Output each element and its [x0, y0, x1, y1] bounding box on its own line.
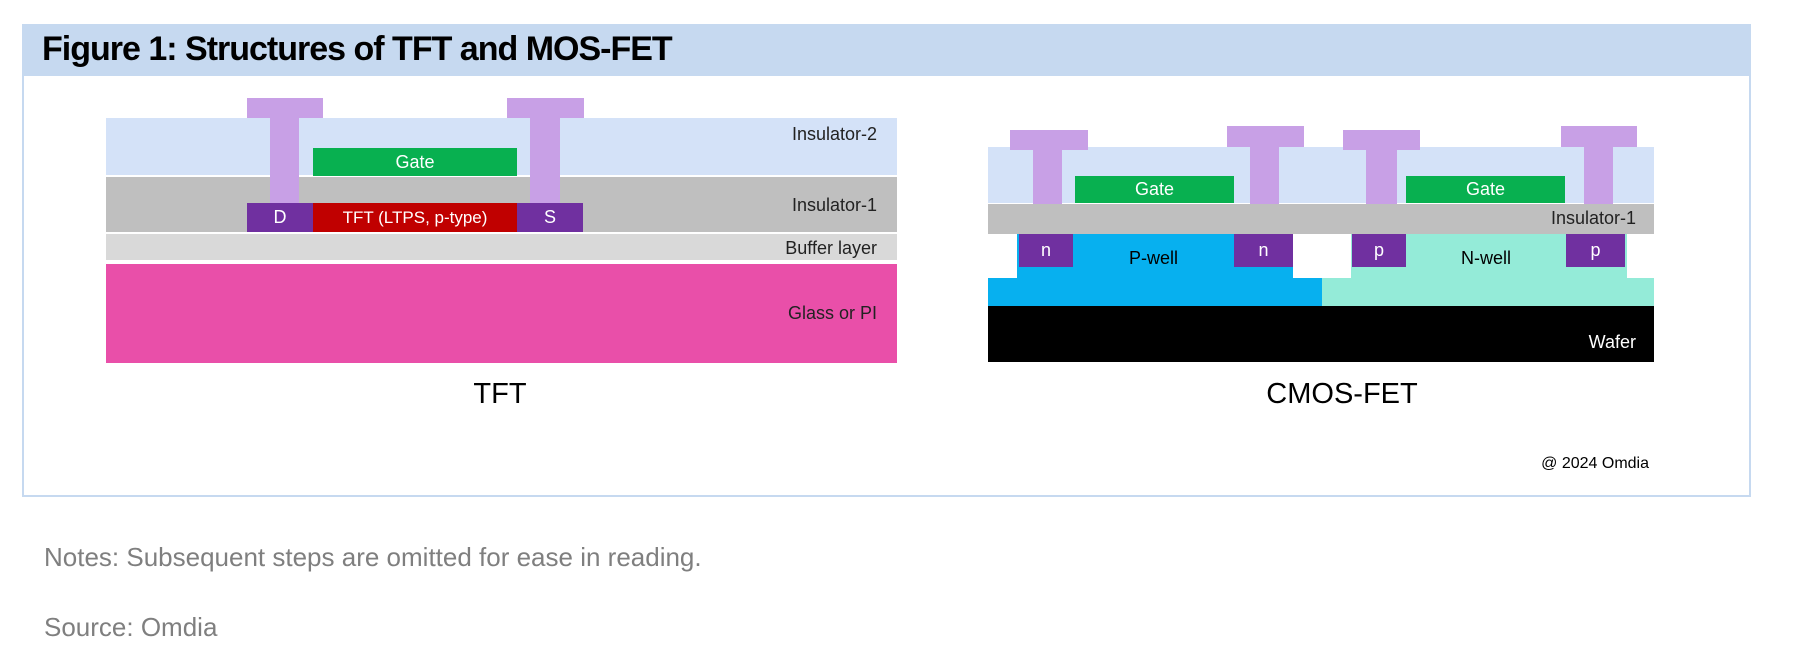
notes-text: Notes: Subsequent steps are omitted for … [44, 542, 702, 572]
n-well-label: N-well [1460, 247, 1511, 268]
contact-4-cap [1561, 126, 1637, 147]
source-region: S [517, 203, 583, 232]
tft-channel: TFT (LTPS, p-type) [313, 203, 517, 232]
cmos-caption: CMOS-FET [1266, 378, 1418, 410]
nmos-gate-label: Gate [1134, 179, 1175, 199]
drain-contact-cap [247, 98, 323, 118]
contact-1-via [1033, 150, 1062, 204]
tft-gate-label: Gate [395, 151, 435, 172]
tft-channel-label: TFT (LTPS, p-type) [342, 207, 488, 227]
source-contact-via [530, 118, 560, 203]
source-label: S [543, 207, 556, 227]
drain-region: D [247, 203, 313, 232]
figure-panel [22, 24, 1751, 497]
tft-insulator-1-label: Insulator-1 [791, 195, 877, 215]
contact-4-via [1584, 147, 1613, 204]
tft-substrate [106, 264, 897, 363]
p-well-label: P-well [1128, 247, 1178, 268]
contact-1-cap [1010, 130, 1088, 150]
contact-3-cap [1343, 130, 1420, 150]
n-region-2-label: n [1258, 240, 1269, 260]
tft-caption: TFT [473, 378, 527, 410]
n-region-1: n [1019, 234, 1073, 267]
copyright: @ 2024 Omdia [1541, 455, 1649, 472]
source-text: Source: Omdia [44, 612, 218, 642]
n-region-1-label: n [1040, 240, 1051, 260]
drain-contact-via [270, 118, 299, 203]
figure-header [22, 24, 1751, 76]
p-well-lower [988, 278, 1322, 306]
tft-gate: Gate [313, 148, 517, 176]
tft-buffer-layer [106, 234, 897, 260]
wafer [988, 306, 1654, 362]
pmos-gate-label: Gate [1465, 179, 1506, 199]
tft-insulator-2-label: Insulator-2 [791, 124, 877, 144]
nmos-gate: Gate [1075, 176, 1234, 203]
p-region-1: p [1352, 234, 1406, 267]
source-contact-cap [507, 98, 584, 118]
p-region-1-label: p [1373, 240, 1384, 260]
cmos-insulator-1-label: Insulator-1 [1550, 208, 1636, 228]
tft-buffer-label: Buffer layer [785, 238, 877, 258]
p-region-2-label: p [1590, 240, 1601, 260]
figure-title: Figure 1: Structures of TFT and MOS-FET [42, 30, 673, 68]
n-region-2: n [1234, 234, 1293, 267]
drain-label: D [273, 207, 287, 227]
contact-2-via [1250, 147, 1279, 204]
cmos-insulator-1 [988, 204, 1654, 234]
contact-3-via [1366, 150, 1397, 204]
pmos-gate: Gate [1406, 176, 1565, 203]
n-well-lower [1322, 278, 1654, 306]
contact-2-cap [1227, 126, 1304, 147]
tft-substrate-label: Glass or PI [787, 303, 877, 323]
wafer-label: Wafer [1588, 332, 1636, 352]
p-region-2: p [1566, 234, 1625, 267]
